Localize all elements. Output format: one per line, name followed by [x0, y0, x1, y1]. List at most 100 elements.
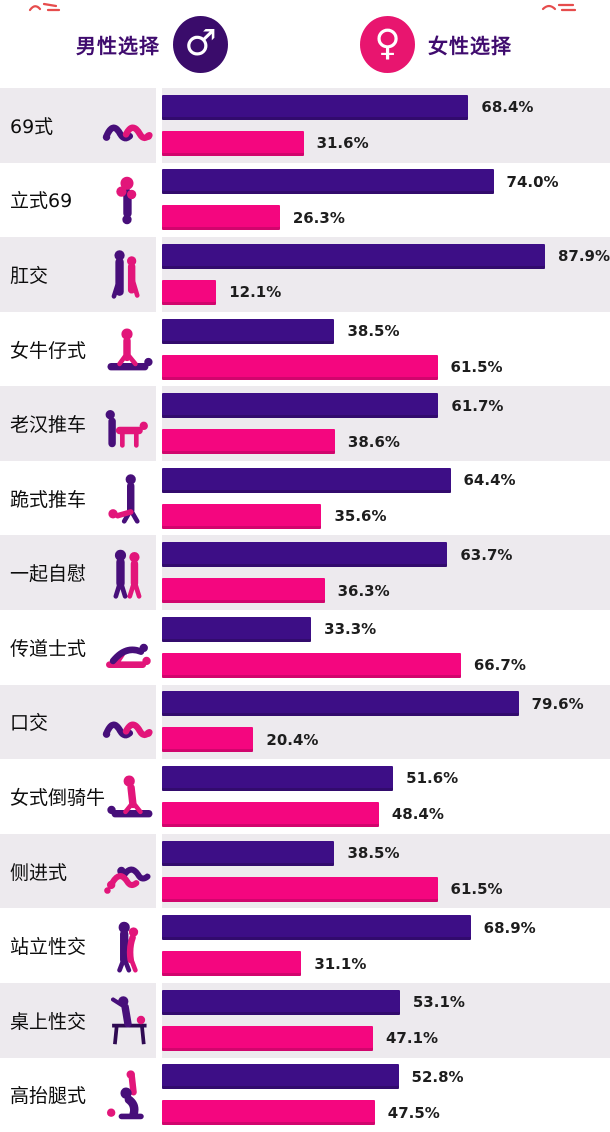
row-label-cell: 跪式推车	[0, 460, 162, 536]
male-value-label: 52.8%	[411, 1067, 464, 1086]
male-bar-line: 87.9%	[162, 243, 610, 269]
chart-row: 侧进式 38.5% 61.5%	[0, 833, 610, 909]
female-symbol-glyph: ♀	[374, 23, 401, 64]
row-label: 高抬腿式	[10, 1085, 87, 1108]
chart-row: 桌上性交 53.1% 47.1%	[0, 982, 610, 1058]
male-bar	[162, 616, 312, 642]
cowgirl-icon	[100, 320, 154, 378]
row-label-cell: 一起自慰	[0, 535, 162, 611]
chart-row: 肛交 87.9% 12.1%	[0, 237, 610, 312]
raised-leg-icon	[100, 1066, 154, 1124]
female-value-label: 31.1%	[314, 954, 367, 973]
row-label-cell: 侧进式	[0, 833, 162, 909]
male-bar-line: 53.1%	[162, 989, 610, 1015]
male-bar-line: 61.7%	[162, 393, 610, 419]
legend-male-label: 男性选择	[76, 33, 160, 58]
row-bars: 63.7% 36.3%	[162, 535, 610, 610]
female-value-label: 36.3%	[337, 581, 390, 600]
male-value-label: 64.4%	[463, 471, 516, 490]
row-label: 老汉推车	[10, 414, 87, 437]
row-bars: 61.7% 38.6%	[162, 386, 610, 461]
row-label: 一起自慰	[10, 563, 87, 586]
female-value-label: 35.6%	[334, 507, 387, 526]
male-value-label: 74.0%	[506, 172, 559, 191]
female-bar-line: 38.6%	[162, 429, 610, 455]
female-bar	[162, 578, 325, 604]
side-lying-icon	[100, 842, 154, 900]
male-bar	[162, 765, 394, 791]
male-bar	[162, 169, 494, 195]
female-bar-line: 31.1%	[162, 951, 610, 977]
red-artifact-mark	[541, 3, 577, 12]
male-bar-line: 38.5%	[162, 840, 610, 866]
male-bar	[162, 542, 448, 568]
side-by-side-icon	[100, 544, 154, 602]
female-value-label: 31.6%	[316, 134, 369, 153]
male-value-label: 68.9%	[483, 918, 536, 937]
male-bar	[162, 94, 469, 120]
row-label: 肛交	[10, 264, 49, 287]
female-value-label: 38.6%	[347, 432, 400, 451]
chart-row: 立式69 74.0% 26.3%	[0, 162, 610, 238]
row-label-cell: 69式	[0, 88, 162, 163]
female-value-label: 20.4%	[266, 730, 319, 749]
male-value-label: 38.5%	[347, 322, 400, 341]
row-label-cell: 口交	[0, 684, 162, 760]
row-bars: 38.5% 61.5%	[162, 312, 610, 387]
row-label: 侧进式	[10, 861, 68, 884]
female-value-label: 48.4%	[391, 805, 444, 824]
chart-row: 老汉推车 61.7% 38.6%	[0, 386, 610, 461]
female-bar-line: 66.7%	[162, 652, 610, 678]
female-bar-line: 47.1%	[162, 1025, 610, 1051]
row-label-cell: 高抬腿式	[0, 1057, 162, 1132]
row-bars: 64.4% 35.6%	[162, 461, 610, 536]
female-bar	[162, 205, 280, 231]
row-label: 跪式推车	[10, 488, 87, 511]
row-label-cell: 女式倒骑牛	[0, 759, 162, 834]
row-bars: 87.9% 12.1%	[162, 237, 610, 312]
row-bars: 79.6% 20.4%	[162, 685, 610, 760]
male-bar	[162, 915, 471, 941]
male-bar	[162, 840, 335, 866]
row-label-cell: 肛交	[0, 237, 162, 312]
female-bar-line: 47.5%	[162, 1100, 610, 1126]
female-value-label: 61.5%	[450, 358, 503, 377]
row-label: 69式	[10, 115, 54, 138]
male-bar-line: 68.9%	[162, 915, 610, 941]
male-bar	[162, 318, 335, 344]
reverse-cowgirl-icon	[105, 767, 159, 825]
doggy-icon	[100, 395, 154, 453]
male-bar-line: 79.6%	[162, 691, 610, 717]
table-icon	[100, 991, 154, 1049]
standing-embrace-icon	[100, 917, 154, 975]
female-value-label: 47.5%	[387, 1103, 440, 1122]
chart-rows: 69式 68.4% 31.6% 立式69 74.0%	[0, 88, 610, 1132]
male-value-label: 38.5%	[347, 844, 400, 863]
missionary-icon	[100, 618, 154, 676]
row-label: 站立性交	[10, 936, 87, 959]
male-value-label: 79.6%	[531, 694, 584, 713]
male-bar-line: 38.5%	[162, 318, 610, 344]
male-bar-line: 68.4%	[162, 94, 610, 120]
lying-pair-icon	[100, 96, 154, 154]
male-value-label: 68.4%	[481, 98, 534, 117]
chart-row: 高抬腿式 52.8% 47.5%	[0, 1057, 610, 1132]
male-value-label: 87.9%	[557, 247, 610, 266]
male-value-label: 61.7%	[451, 396, 504, 415]
female-bar	[162, 354, 438, 380]
row-bars: 33.3% 66.7%	[162, 610, 610, 685]
male-bar	[162, 467, 451, 493]
male-value-label: 63.7%	[460, 545, 513, 564]
male-bar-line: 52.8%	[162, 1064, 610, 1090]
legend-male: 男性选择 ♂	[76, 15, 228, 73]
male-bar-line: 64.4%	[162, 467, 610, 493]
female-bar-line: 61.5%	[162, 876, 610, 902]
chart-row: 一起自慰 63.7% 36.3%	[0, 535, 610, 611]
row-label: 桌上性交	[10, 1010, 87, 1033]
row-label: 女式倒骑牛	[10, 786, 106, 809]
female-bar	[162, 876, 438, 902]
chart-row: 跪式推车 64.4% 35.6%	[0, 460, 610, 536]
row-bars: 68.9% 31.1%	[162, 908, 610, 983]
wheelbarrow-icon	[100, 469, 154, 527]
legend-female: ♀ 女性选择	[360, 15, 512, 73]
